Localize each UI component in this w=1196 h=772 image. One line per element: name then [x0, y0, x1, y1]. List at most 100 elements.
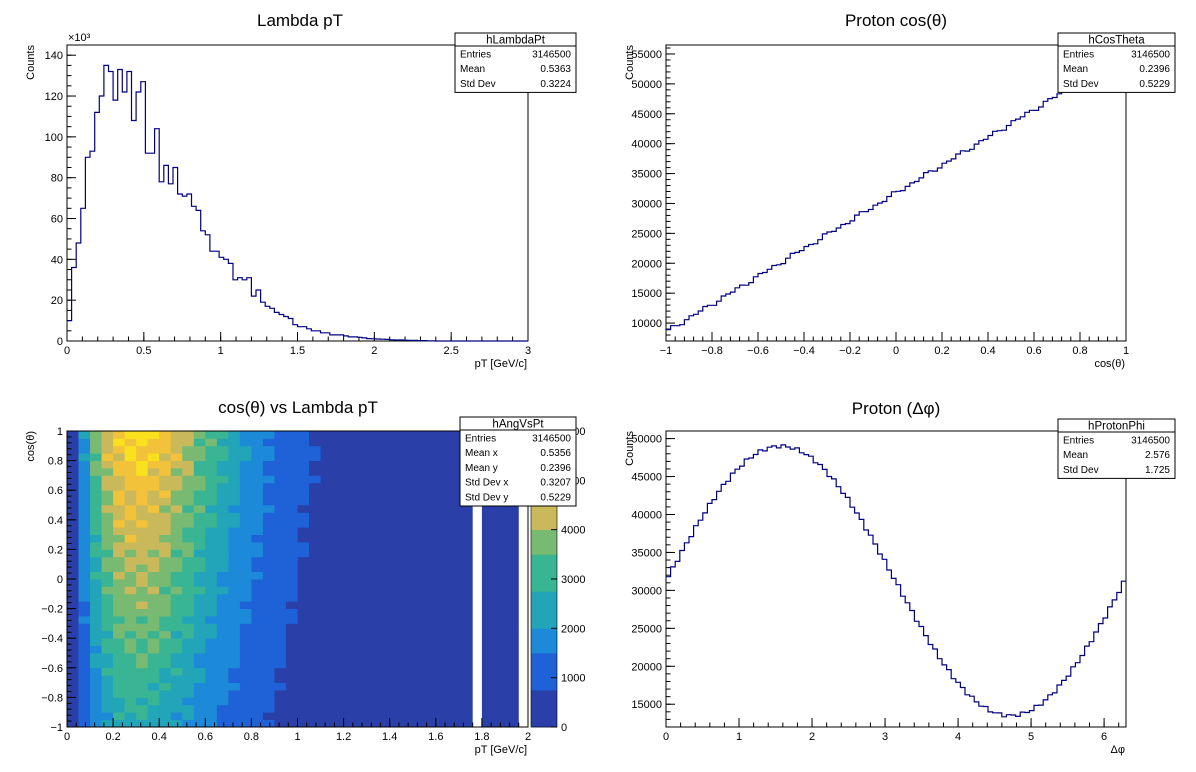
heatmap-cell — [67, 431, 79, 439]
heatmap-cell — [101, 505, 114, 513]
heatmap-cell — [170, 630, 183, 639]
heatmap-cell — [447, 601, 460, 609]
heatmap-cell — [435, 579, 448, 587]
heatmap-cell — [343, 490, 356, 498]
heatmap-cell — [320, 601, 333, 609]
heatmap-cell — [309, 601, 321, 609]
heatmap-cell — [136, 505, 149, 513]
heatmap-cell — [447, 653, 460, 661]
heatmap-cell — [389, 682, 402, 691]
heatmap-cell — [424, 571, 437, 580]
heatmap-cell — [309, 453, 321, 461]
heatmap-cell — [90, 438, 102, 447]
heatmap-cell — [90, 468, 102, 476]
heatmap-cell — [412, 571, 425, 580]
heatmap-cell — [424, 712, 437, 720]
heatmap-cell — [136, 667, 149, 676]
heatmap-cell — [366, 593, 379, 602]
x-tick-label: 0.4 — [152, 731, 167, 743]
heatmap-cell — [424, 645, 437, 654]
heatmap-cell — [113, 542, 126, 550]
heatmap-cell — [366, 453, 379, 461]
heatmap-cell — [274, 438, 287, 447]
heatmap-cell — [285, 505, 298, 513]
heatmap-cell — [274, 660, 287, 669]
heatmap-cell — [216, 645, 229, 654]
heatmap-cell — [285, 564, 298, 572]
heatmap-cell — [251, 660, 264, 669]
color-scale-segment — [531, 554, 557, 568]
heatmap-cell — [389, 460, 402, 469]
heatmap-cell — [205, 460, 218, 469]
color-scale-segment — [531, 542, 557, 555]
x-tick-label: 0.2 — [105, 731, 120, 743]
heatmap-cell — [101, 593, 114, 602]
heatmap-cell — [159, 601, 172, 609]
heatmap-cell — [274, 445, 287, 454]
heatmap-cell — [447, 519, 460, 528]
heatmap-cell — [274, 431, 287, 439]
x-tick-label: −0.8 — [701, 345, 723, 357]
heatmap-cell — [424, 431, 437, 439]
heatmap-cell — [297, 527, 310, 535]
heatmap-cell — [228, 719, 241, 728]
heatmap-cell — [424, 638, 437, 646]
heatmap-cell — [309, 542, 321, 550]
heatmap-cell — [262, 527, 275, 535]
heatmap-cell — [424, 623, 437, 632]
heatmap-cell — [493, 660, 506, 669]
heatmap-cell — [101, 586, 114, 595]
heatmap-cell — [332, 549, 344, 558]
heatmap-cell — [113, 697, 126, 706]
heatmap-cell — [274, 653, 287, 661]
heatmap-cell — [170, 571, 183, 580]
heatmap-cell — [366, 704, 379, 713]
heatmap-cell — [159, 579, 172, 587]
heatmap-cell — [493, 690, 506, 698]
heatmap-cell — [159, 512, 172, 521]
heatmap-cell — [378, 712, 391, 720]
heatmap-cell — [78, 453, 91, 461]
heatmap-cell — [193, 468, 206, 476]
heatmap-cell — [309, 549, 321, 558]
heatmap-cell — [182, 645, 195, 654]
heatmap-cell — [401, 630, 414, 639]
heatmap-cell — [216, 534, 229, 543]
heatmap-cell — [297, 431, 310, 439]
heatmap-cell — [159, 593, 172, 602]
color-scale-segment — [531, 690, 557, 703]
heatmap-cell — [378, 719, 391, 728]
x-tick-label: 0.8 — [244, 731, 259, 743]
heatmap-cell — [332, 482, 344, 491]
heatmap-cell — [67, 682, 79, 691]
heatmap-cell — [101, 667, 114, 676]
heatmap-cell — [458, 593, 471, 602]
heatmap-cell — [90, 608, 102, 617]
heatmap-cell — [159, 630, 172, 639]
heatmap-cell — [493, 571, 506, 580]
heatmap-cell — [205, 630, 218, 639]
heatmap-cell — [147, 601, 160, 609]
stats-label: Std Dev x — [465, 478, 508, 489]
heatmap-cell — [424, 564, 437, 572]
heatmap-cell — [309, 438, 321, 447]
heatmap-cell — [389, 623, 402, 632]
heatmap-cell — [262, 556, 275, 565]
heatmap-cell — [412, 608, 425, 617]
stats-value: 1.725 — [1145, 465, 1170, 476]
heatmap-cell — [170, 505, 183, 513]
stats-value: 3146500 — [1131, 435, 1170, 446]
heatmap-cell — [343, 638, 356, 646]
heatmap-cell — [355, 564, 368, 572]
heatmap-cell — [78, 542, 91, 550]
heatmap-cell — [389, 579, 402, 587]
x-tick-label: 3 — [525, 345, 531, 357]
heatmap-cell — [182, 505, 195, 513]
heatmap-cell — [378, 490, 391, 498]
heatmap-cell — [193, 475, 206, 484]
heatmap-cell — [343, 608, 356, 617]
heatmap-cell — [424, 490, 437, 498]
heatmap-cell — [447, 704, 460, 713]
heatmap-cell — [274, 453, 287, 461]
heatmap-cell — [355, 482, 368, 491]
